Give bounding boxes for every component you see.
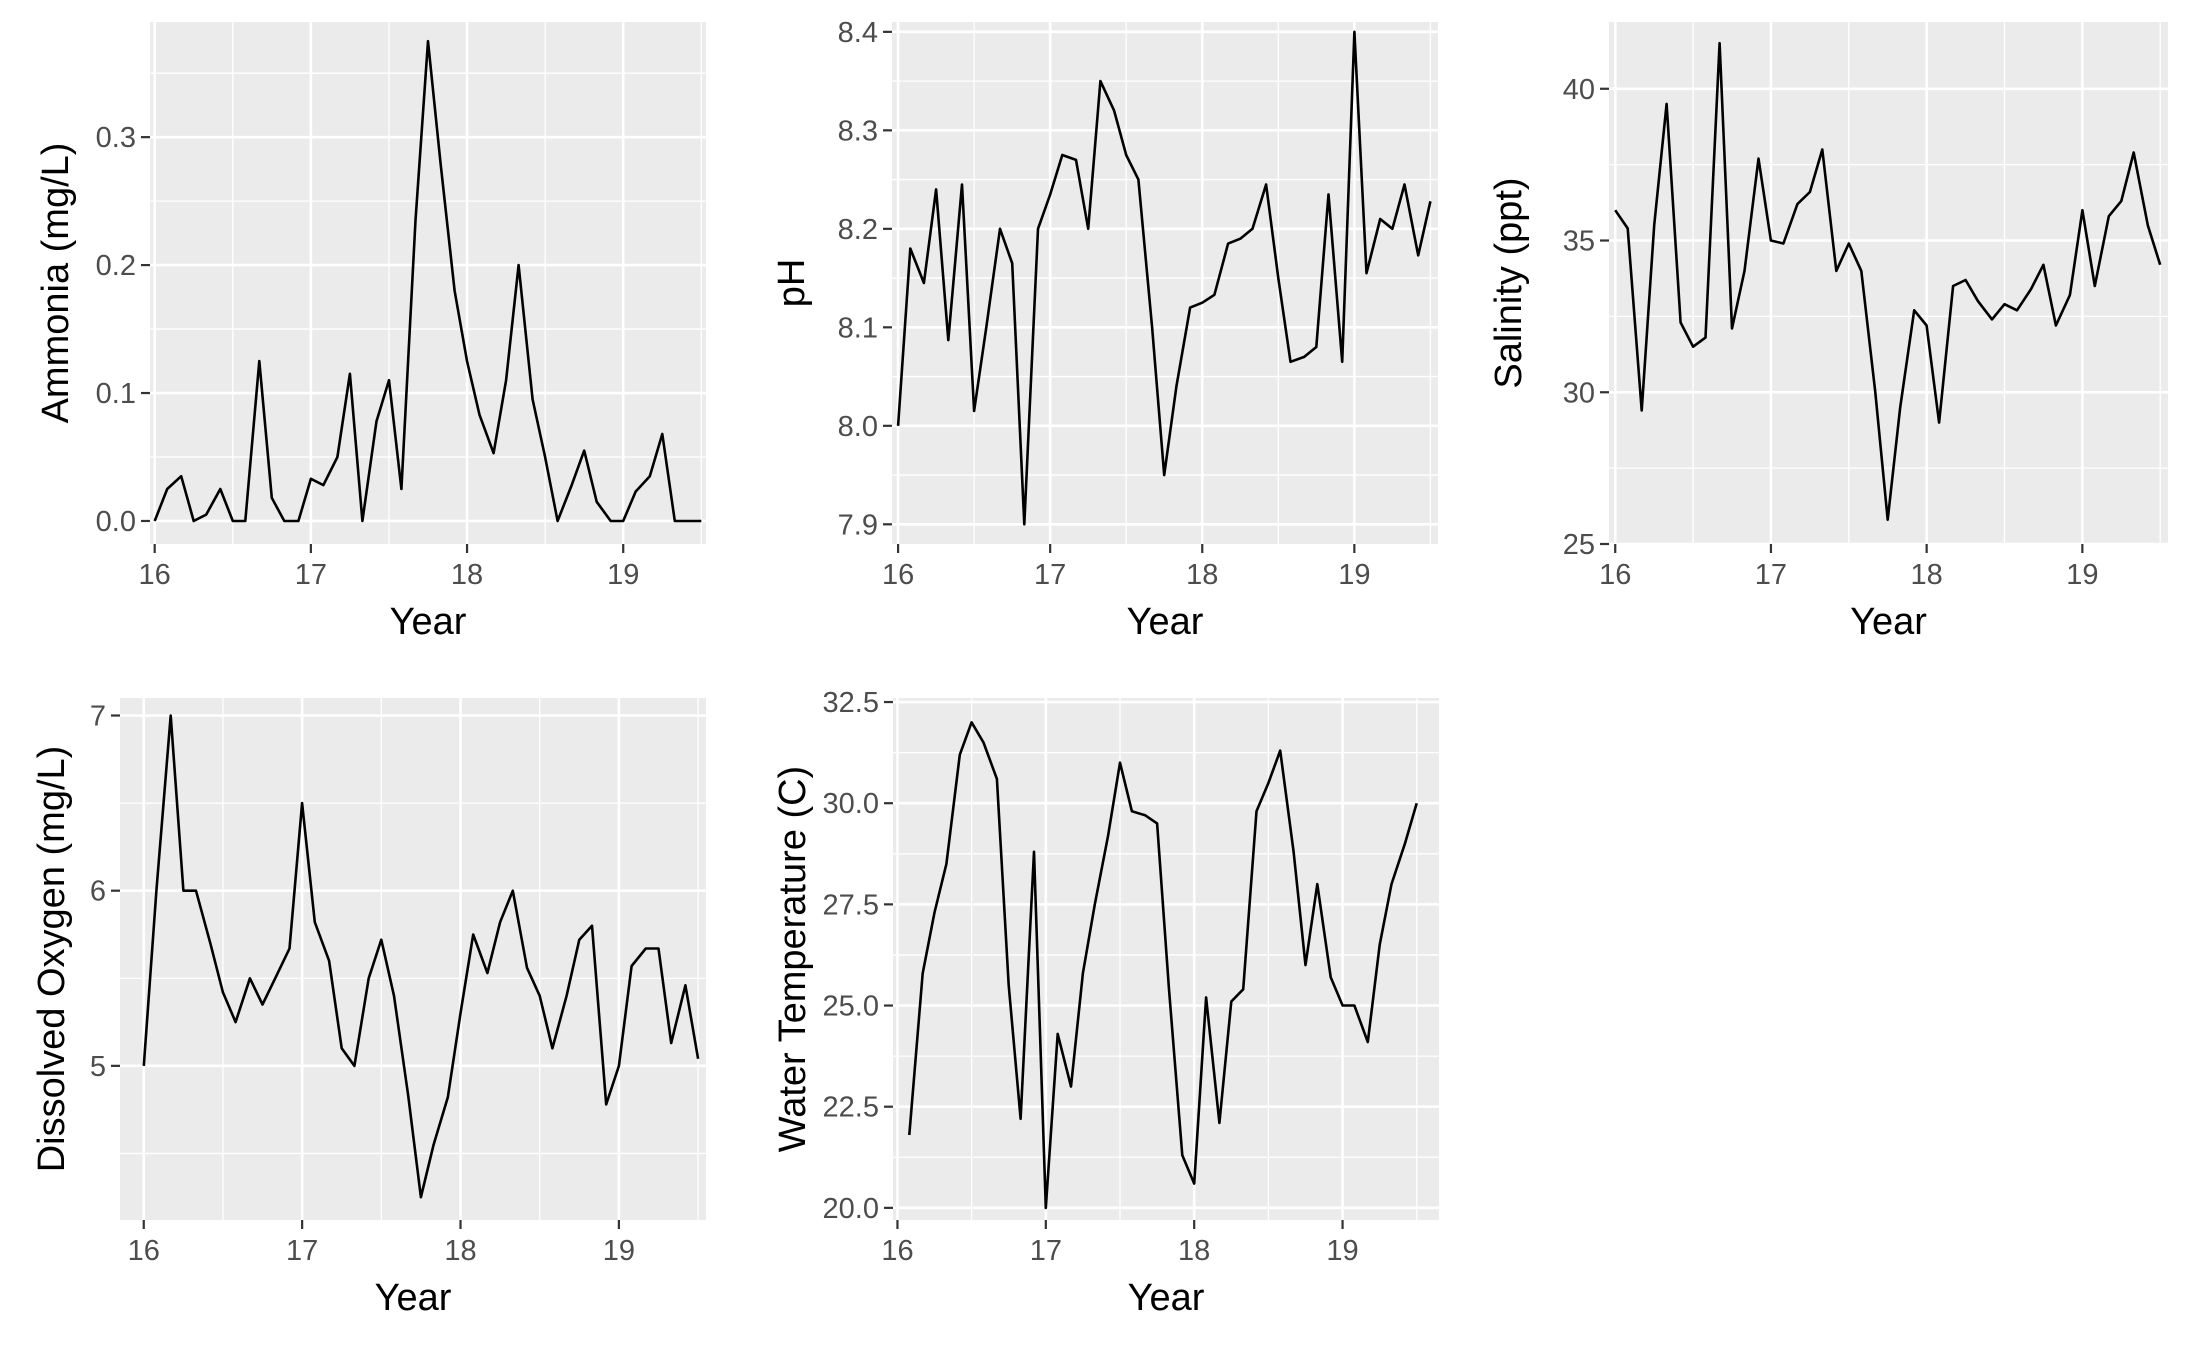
salinity-y-tick-label: 35 xyxy=(1563,226,1595,258)
ammonia-x-tick-label: 19 xyxy=(607,559,639,591)
ammonia-x-axis-title: Year xyxy=(390,601,467,643)
dissolved-oxygen-x-axis-title: Year xyxy=(375,1277,452,1319)
salinity-y-tick-label: 30 xyxy=(1563,377,1595,409)
ph-x-tick-label: 19 xyxy=(1338,559,1370,591)
water-temperature-x-tick-label: 16 xyxy=(881,1235,913,1267)
water-temperature-y-tick-label: 27.5 xyxy=(823,889,879,921)
ammonia-y-tick-label: 0.2 xyxy=(96,250,136,282)
dissolved-oxygen-y-tick-label: 6 xyxy=(90,876,106,908)
ammonia-y-tick-label: 0.1 xyxy=(96,378,136,410)
dissolved-oxygen-x-tick-label: 16 xyxy=(128,1235,160,1267)
dissolved-oxygen-y-axis-title: Dissolved Oxygen (mg/L) xyxy=(31,746,73,1173)
water-temperature-series-line xyxy=(908,721,1418,1210)
ph-x-axis-title: Year xyxy=(1127,601,1204,643)
ammonia-y-tick-label: 0.3 xyxy=(96,122,136,154)
dissolved-oxygen-x-tick-label: 19 xyxy=(603,1235,635,1267)
water-temperature-y-axis-title: Water Temperature (C) xyxy=(772,766,814,1152)
ammonia-x-tick-label: 16 xyxy=(139,559,171,591)
water-temperature-y-tick-label: 22.5 xyxy=(823,1092,879,1124)
chart-panel-water-temperature: 16 17 18 19 20.0 22.5 25.0 27.5 30.0 32.5 Year Wate… xyxy=(772,687,1439,1319)
ammonia-y-axis-title: Ammonia (mg/L) xyxy=(35,143,77,424)
salinity-y-axis-title: Salinity (ppt) xyxy=(1488,177,1530,388)
ph-y-tick-label: 8.0 xyxy=(838,411,878,443)
ph-panel-background xyxy=(892,22,1438,544)
water-temperature-x-axis-title: Year xyxy=(1128,1277,1205,1319)
ph-y-tick-label: 8.1 xyxy=(838,312,878,344)
water-temperature-x-tick-label: 18 xyxy=(1178,1235,1210,1267)
salinity-x-axis-title: Year xyxy=(1850,601,1927,643)
ph-y-tick-label: 8.3 xyxy=(838,115,878,147)
dissolved-oxygen-y-tick-label: 5 xyxy=(90,1051,106,1083)
ammonia-series-line xyxy=(153,39,702,523)
ph-y-axis-title: pH xyxy=(771,259,813,308)
ph-x-tick-label: 16 xyxy=(882,559,914,591)
salinity-y-tick-label: 40 xyxy=(1563,74,1595,106)
dissolved-oxygen-y-tick-label: 7 xyxy=(90,701,106,733)
chart-panel-salinity: 16 17 18 19 25 30 35 40 Year Salinity (ppt) xyxy=(1488,22,2168,643)
water-temperature-y-tick-label: 30.0 xyxy=(823,788,879,820)
dissolved-oxygen-series-line xyxy=(142,714,700,1199)
salinity-x-tick-label: 16 xyxy=(1599,559,1631,591)
dissolved-oxygen-x-tick-label: 17 xyxy=(286,1235,318,1267)
water-temperature-x-tick-label: 17 xyxy=(1030,1235,1062,1267)
water-temperature-x-tick-label: 19 xyxy=(1326,1235,1358,1267)
ph-y-tick-label: 8.2 xyxy=(838,214,878,246)
water-temperature-y-tick-label: 25.0 xyxy=(823,991,879,1023)
ph-x-tick-label: 18 xyxy=(1186,559,1218,591)
ammonia-x-tick-label: 17 xyxy=(295,559,327,591)
salinity-x-tick-label: 17 xyxy=(1755,559,1787,591)
salinity-x-tick-label: 18 xyxy=(1911,559,1943,591)
dissolved-oxygen-x-tick-label: 18 xyxy=(444,1235,476,1267)
ph-series-line xyxy=(896,30,1432,526)
salinity-x-tick-label: 19 xyxy=(2066,559,2098,591)
chart-panel-dissolved-oxygen: 16 17 18 19 5 6 7 Year Dissolved Oxygen (mg/L) xyxy=(31,698,706,1319)
ammonia-y-tick-label: 0.0 xyxy=(96,506,136,538)
water-temperature-y-tick-label: 20.0 xyxy=(823,1193,879,1225)
ammonia-x-tick-label: 18 xyxy=(451,559,483,591)
ph-y-tick-label: 7.9 xyxy=(838,509,878,541)
chart-panel-ph: 16 17 18 19 7.9 8.0 8.1 8.2 8.3 8.4 Year pH xyxy=(771,17,1438,643)
salinity-panel-background xyxy=(1609,22,2168,544)
water-temperature-y-tick-label: 32.5 xyxy=(823,687,879,719)
ph-y-tick-label: 8.4 xyxy=(838,17,878,49)
chart-panel-ammonia: 16 17 18 19 0.0 0.1 0.2 0.3 Year Ammonia (mg/L) xyxy=(35,22,706,643)
ph-x-tick-label: 17 xyxy=(1034,559,1066,591)
salinity-series-line xyxy=(1614,41,2162,521)
salinity-y-tick-label: 25 xyxy=(1563,529,1595,561)
